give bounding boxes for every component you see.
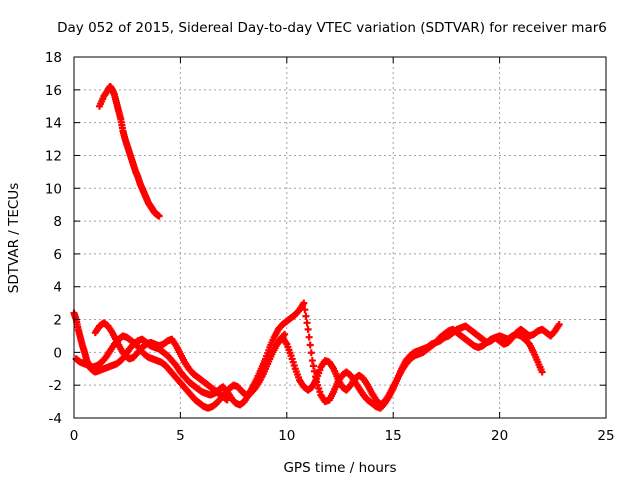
data-point	[307, 349, 315, 357]
y-tick-label: -4	[49, 411, 62, 427]
y-tick-label: 10	[45, 181, 62, 197]
y-tick-label: 16	[45, 83, 62, 99]
x-axis-label: GPS time / hours	[283, 460, 396, 476]
data-point	[155, 212, 163, 220]
data-point	[300, 299, 308, 307]
data-point	[304, 325, 312, 333]
series-high-arc	[96, 83, 163, 220]
axes: 0 5 10 15 20 25 -4 -2 0 2 4 6 8 10 12 14 16 18	[45, 50, 615, 444]
series-track-c	[91, 319, 231, 404]
data-point	[555, 320, 563, 328]
series-track-b	[72, 330, 289, 412]
y-tick-label: 0	[53, 345, 62, 361]
y-tick-label: 18	[45, 50, 62, 66]
data-point	[306, 341, 314, 349]
y-tick-label: 2	[53, 313, 62, 329]
data-point	[302, 312, 310, 320]
data-point	[305, 333, 313, 341]
y-tick-label: -2	[49, 378, 62, 394]
y-tick-label: 12	[45, 148, 62, 164]
x-tick-label: 0	[70, 428, 79, 444]
y-tick-label: 4	[53, 280, 62, 296]
x-tick-label: 25	[597, 428, 614, 444]
x-tick-label: 20	[491, 428, 508, 444]
plot-frame	[73, 56, 607, 419]
y-axis-label: SDTVAR / TECUs	[6, 183, 22, 293]
x-tick-label: 15	[385, 428, 402, 444]
data-point	[538, 368, 546, 376]
data-point	[303, 319, 311, 327]
grid	[74, 57, 606, 418]
chart-title: Day 052 of 2015, Sidereal Day-to-day VTE…	[57, 20, 607, 36]
y-tick-label: 8	[53, 214, 62, 230]
x-tick-label: 10	[278, 428, 295, 444]
y-tick-label: 6	[53, 247, 62, 263]
data-points	[70, 83, 563, 412]
x-tick-label: 5	[176, 428, 185, 444]
data-point	[223, 396, 231, 404]
y-tick-label: 14	[45, 116, 62, 132]
series-track-e	[274, 320, 563, 409]
data-point	[301, 306, 309, 314]
